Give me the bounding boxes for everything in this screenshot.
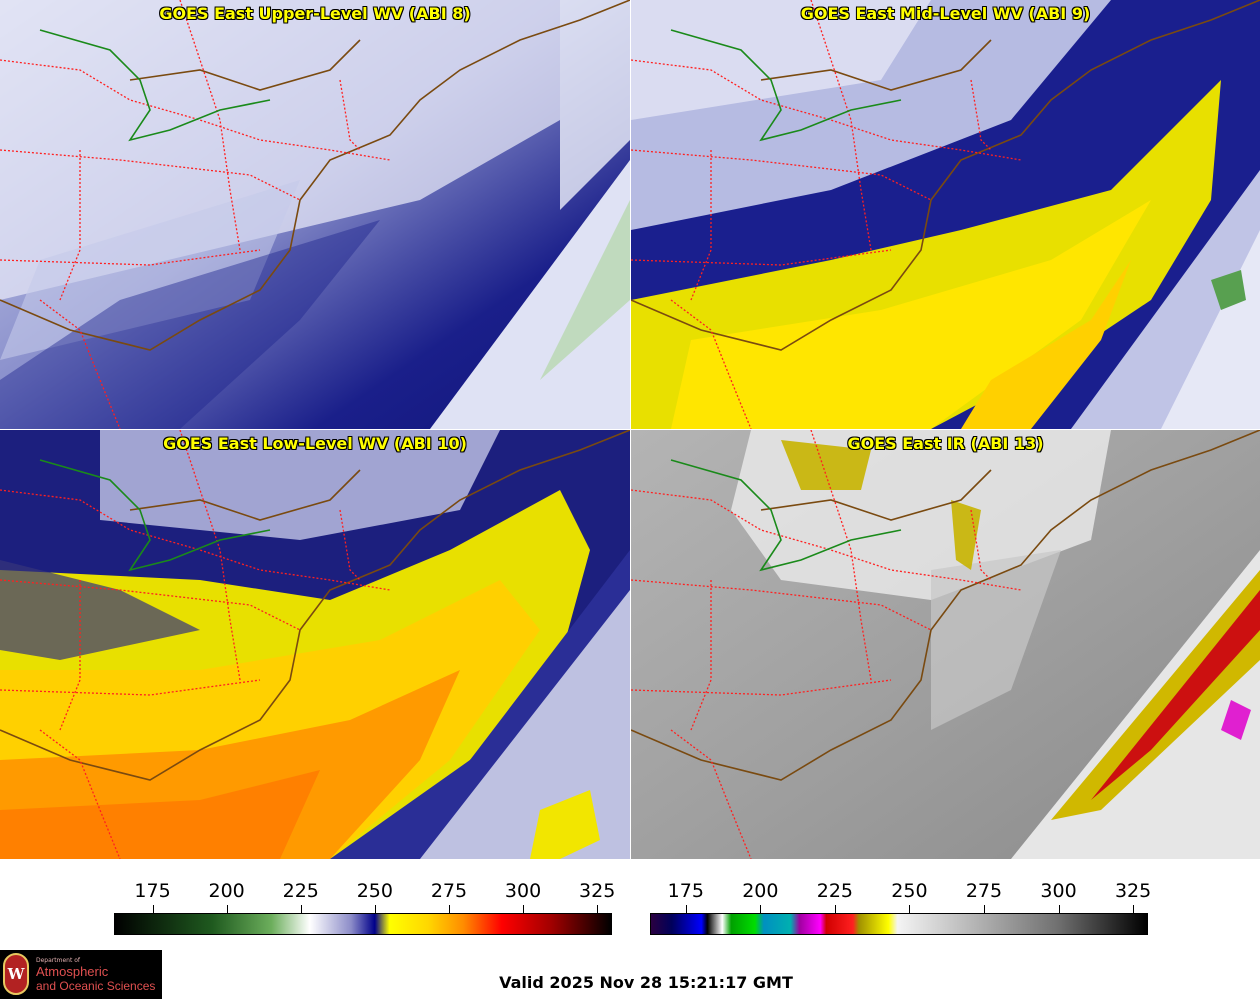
colorbar-tick-mark: [1133, 905, 1135, 913]
ir-imagery: [631, 430, 1260, 859]
colorbar-wv-gradient: [114, 913, 612, 935]
colorbar-tick-label: 300: [504, 880, 542, 902]
colorbar-ir-gradient: [650, 913, 1148, 935]
logo-oceanic: and Oceanic Sciences: [36, 979, 156, 993]
ir-coastline: [631, 430, 1260, 781]
colorbar-wv: 175 200 225 250 275 300 325: [114, 880, 615, 940]
colorbar-tick-label: 250: [891, 880, 928, 902]
colorbar-tick-label: 225: [816, 880, 853, 902]
logo-department: Department of: [36, 957, 80, 964]
upper-wv-lake-outline: [39, 29, 271, 142]
upper-wv-imagery: [0, 0, 630, 429]
colorbar-tick-label: 300: [1040, 880, 1077, 902]
logo-atmospheric: Atmospheric: [36, 964, 109, 979]
panel-mid-wv: GOES East Mid-Level WV (ABI 9): [631, 0, 1260, 429]
colorbar-tick-label: 250: [356, 880, 393, 902]
uw-seal-icon: W: [3, 953, 29, 995]
upper-wv-state-borders: [0, 0, 391, 429]
colorbar-tick-label: 200: [208, 880, 245, 902]
panel-title: GOES East Low-Level WV (ABI 10): [163, 434, 467, 453]
low-wv-lake-outline: [39, 459, 271, 572]
colorbar-tick-mark: [523, 905, 525, 913]
colorbar-tick-label: 175: [667, 880, 704, 902]
colorbar-tick-label: 225: [282, 880, 319, 902]
low-wv-state-borders: [0, 430, 391, 859]
mid-wv-imagery: [631, 0, 1260, 429]
colorbar-tick-mark: [300, 905, 302, 913]
colorbar-tick-mark: [1058, 905, 1060, 913]
low-wv-imagery: [0, 430, 630, 859]
colorbar-tick-mark: [983, 905, 985, 913]
mid-wv-lake-outline: [670, 29, 902, 142]
panel-upper-wv: GOES East Upper-Level WV (ABI 8): [0, 0, 630, 429]
panel-low-wv: GOES East Low-Level WV (ABI 10): [0, 430, 630, 859]
colorbar-tick-mark: [374, 905, 376, 913]
colorbar-tick-mark: [597, 905, 599, 913]
panel-title: GOES East Upper-Level WV (ABI 8): [159, 4, 471, 23]
panel-ir: GOES East IR (ABI 13): [631, 430, 1260, 859]
panel-title: GOES East Mid-Level WV (ABI 9): [800, 4, 1091, 23]
colorbar-tick-label: 200: [742, 880, 779, 902]
colorbar-tick-mark: [834, 905, 836, 913]
colorbar-tick-mark: [760, 905, 762, 913]
colorbar-tick-mark: [152, 905, 154, 913]
aos-logo: W Department of Atmospheric and Oceanic …: [0, 950, 162, 999]
colorbar-ir: 175 200 225 250 275 300 325: [650, 880, 1151, 940]
colorbar-tick-label: 175: [134, 880, 171, 902]
colorbar-tick-mark: [226, 905, 228, 913]
colorbar-wv-ticks: 175 200 225 250 275 300 325: [114, 880, 615, 913]
colorbar-tick-mark: [909, 905, 911, 913]
colorbar-tick-mark: [448, 905, 450, 913]
panel-title: GOES East IR (ABI 13): [847, 434, 1044, 453]
colorbar-tick-label: 275: [965, 880, 1003, 902]
colorbar-tick-label: 325: [1114, 880, 1152, 902]
low-wv-coastline: [0, 430, 630, 781]
ir-lake-outline: [670, 459, 902, 572]
mid-wv-coastline: [631, 0, 1260, 351]
ir-state-borders: [631, 430, 1022, 859]
upper-wv-coastline: [0, 0, 630, 351]
colorbar-ir-ticks: 175 200 225 250 275 300 325: [650, 880, 1151, 913]
colorbar-tick-mark: [685, 905, 687, 913]
colorbar-tick-label: 325: [579, 880, 616, 902]
mid-wv-state-borders: [631, 0, 1022, 429]
valid-time: Valid 2025 Nov 28 15:21:17 GMT: [499, 973, 793, 992]
colorbar-tick-label: 275: [430, 880, 468, 902]
